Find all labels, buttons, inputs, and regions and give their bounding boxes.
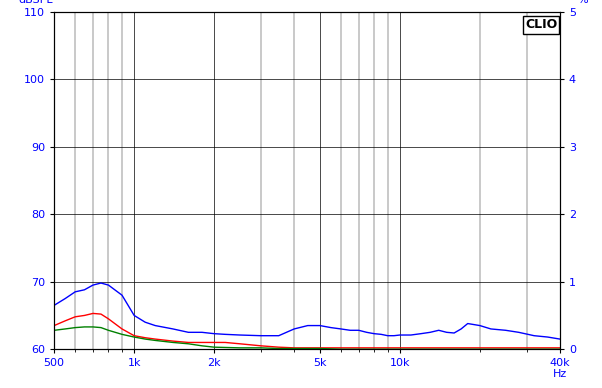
Text: dBSPL: dBSPL [19, 0, 54, 5]
Text: CLIO: CLIO [525, 18, 557, 31]
Text: %: % [577, 0, 588, 5]
Text: Hz: Hz [553, 369, 567, 379]
